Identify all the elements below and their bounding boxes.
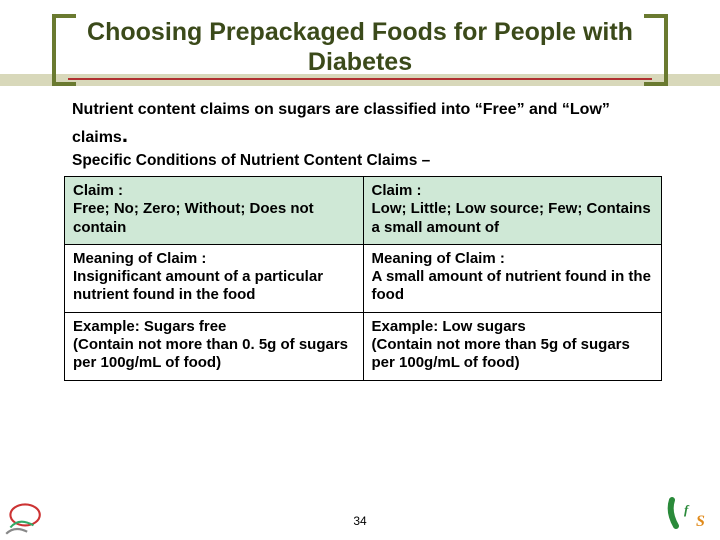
logo-left-icon [2,496,44,538]
cell-body: Insignificant amount of a particular nut… [73,268,355,305]
subheading: Specific Conditions of Nutrient Content … [72,152,660,170]
table-cell: Example: Low sugars (Contain not more th… [363,312,662,380]
cell-body: Free; No; Zero; Without; Does not contai… [73,200,355,237]
intro-period: . [122,122,128,147]
page-number: 34 [0,514,720,528]
table-cell: Meaning of Claim : A small amount of nut… [363,244,662,312]
slide-title: Choosing Prepackaged Foods for People wi… [68,18,652,80]
cell-body: A small amount of nutrient found in the … [372,268,654,305]
table-row: Claim : Free; No; Zero; Without; Does no… [65,177,662,245]
table-cell: Meaning of Claim : Insignificant amount … [65,244,364,312]
table-row: Example: Sugars free (Contain not more t… [65,312,662,380]
cell-label: Meaning of Claim : [73,250,355,268]
claims-table: Claim : Free; No; Zero; Without; Does no… [64,176,662,381]
title-container: Choosing Prepackaged Foods for People wi… [68,18,652,80]
cell-label: Meaning of Claim : [372,250,654,268]
cell-label: Example: Sugars free [73,318,355,336]
table-cell: Claim : Free; No; Zero; Without; Does no… [65,177,364,245]
cell-label: Claim : [73,182,355,200]
table-cell: Example: Sugars free (Contain not more t… [65,312,364,380]
cell-body: (Contain not more than 0. 5g of sugars p… [73,336,355,373]
intro-body: Nutrient content claims on sugars are cl… [72,101,610,146]
intro-text: Nutrient content claims on sugars are cl… [72,100,660,149]
svg-text:S: S [696,513,705,530]
cell-body: (Contain not more than 5g of sugars per … [372,336,654,373]
svg-text:f: f [684,502,690,517]
cell-label: Claim : [372,182,654,200]
table-cell: Claim : Low; Little; Low source; Few; Co… [363,177,662,245]
cell-label: Example: Low sugars [372,318,654,336]
table-row: Meaning of Claim : Insignificant amount … [65,244,662,312]
cell-body: Low; Little; Low source; Few; Contains a… [372,200,654,237]
logo-right-icon: f S [666,496,714,534]
